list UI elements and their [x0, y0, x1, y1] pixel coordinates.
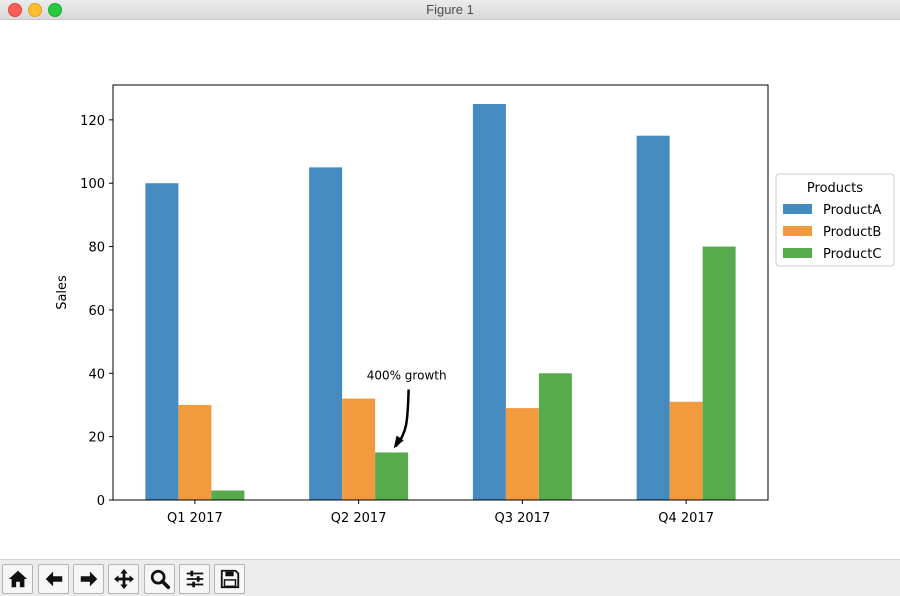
x-tick-label: Q4 2017 — [658, 511, 714, 526]
bar-chart: Q1 2017 Q2 2017 Q3 2017 Q4 2017 0 20 40 60 80 100… — [55, 84, 895, 526]
bar-productb-1 — [178, 404, 212, 500]
legend-label-producta: ProductA — [823, 203, 881, 218]
legend-swatch-producta — [783, 204, 812, 214]
minimize-window-button[interactable] — [28, 3, 42, 17]
bar-productc-3 — [538, 373, 572, 500]
y-tick-label: 100 — [80, 177, 105, 192]
x-tick-label: Q2 2017 — [331, 511, 387, 526]
zoom-button[interactable] — [144, 564, 175, 594]
legend-label-productc: ProductC — [823, 247, 881, 262]
save-button[interactable] — [214, 564, 245, 594]
home-button[interactable] — [2, 564, 33, 594]
window-title: Figure 1 — [426, 2, 474, 17]
back-button[interactable] — [38, 564, 69, 594]
legend-title: Products — [807, 181, 863, 196]
sliders-icon — [186, 570, 203, 588]
y-tick-label: 80 — [88, 241, 105, 256]
arrow-left-icon — [45, 571, 62, 587]
axes-frame — [112, 84, 769, 501]
y-axis-label: Sales — [55, 275, 70, 310]
y-tick-label: 40 — [88, 367, 105, 382]
x-tick-label: Q1 2017 — [167, 511, 223, 526]
y-tick-label: 60 — [88, 304, 105, 319]
bar-producta-1 — [145, 183, 179, 500]
legend-swatch-productb — [783, 226, 812, 236]
bar-productb-3 — [505, 408, 539, 500]
arrow-right-icon — [80, 571, 97, 587]
y-tick-label: 0 — [97, 494, 105, 509]
zoom-window-button[interactable] — [48, 3, 62, 17]
legend-label-productb: ProductB — [823, 225, 881, 240]
y-tick-label: 120 — [80, 114, 105, 129]
bar-productc-4 — [702, 246, 736, 500]
floppy-disk-icon — [220, 569, 239, 589]
bar-producta-2 — [309, 167, 343, 501]
pan-button[interactable] — [108, 564, 139, 594]
configure-subplots-button[interactable] — [179, 564, 210, 594]
legend-swatch-productc — [783, 248, 812, 258]
home-icon — [8, 570, 27, 588]
bar-producta-3 — [472, 104, 506, 501]
bar-producta-4 — [636, 135, 670, 500]
forward-button[interactable] — [73, 564, 104, 594]
legend-box — [775, 173, 895, 267]
bar-productb-4 — [669, 401, 703, 500]
close-window-button[interactable] — [8, 3, 22, 17]
bar-productc-2 — [375, 452, 409, 500]
move-icon — [113, 568, 134, 590]
navigation-toolbar — [0, 559, 900, 596]
window-titlebar: Figure 1 — [0, 0, 900, 20]
annotation-text: 400% growth — [367, 368, 447, 382]
y-tick-label: 20 — [88, 431, 105, 446]
bar-productc-1 — [211, 490, 245, 500]
magnifier-icon — [150, 569, 170, 590]
x-tick-label: Q3 2017 — [495, 511, 551, 526]
annotation-arrow-head — [393, 435, 404, 449]
bar-productb-2 — [342, 398, 376, 500]
